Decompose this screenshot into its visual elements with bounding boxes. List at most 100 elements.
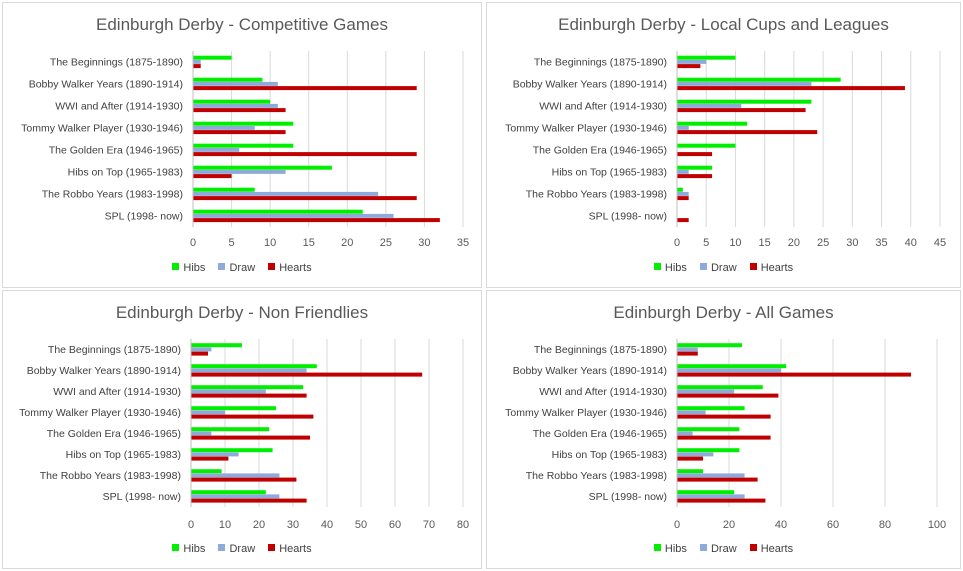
bar-hibs-2: [191, 364, 317, 369]
x-tick-label: 70: [423, 519, 435, 531]
bar-hearts-3: [193, 108, 286, 113]
chart-plot: The Beginnings (1875-1890) Bobby Walker Y…: [21, 51, 469, 249]
bar-hibs-1: [677, 55, 736, 60]
bar-draw-5: [677, 431, 693, 436]
legend-label: Hearts: [760, 262, 794, 274]
bar-hibs-6: [191, 448, 273, 453]
category-label: WWI and After (1914-1930): [55, 101, 183, 113]
category-label: Hibs on Top (1965-1983): [68, 167, 183, 179]
bar-hearts-8: [193, 218, 440, 223]
legend-swatch-draw: [699, 263, 707, 270]
bar-draw-3: [677, 389, 735, 394]
bar-hibs-7: [677, 187, 683, 192]
bar-hearts-6: [193, 174, 232, 179]
legend-swatch-hibs: [172, 544, 180, 551]
bar-draw-2: [191, 368, 307, 373]
legend-item-hibs: Hibs: [653, 543, 687, 555]
x-tick-label: 30: [287, 519, 299, 531]
x-tick-label: 20: [253, 519, 265, 531]
bar-draw-6: [191, 452, 239, 457]
bar-draw-8: [677, 494, 745, 499]
bar-draw-2: [193, 81, 278, 86]
bar-hearts-6: [677, 174, 713, 179]
x-tick-label: 5: [229, 237, 235, 249]
bar-hibs-7: [193, 187, 255, 192]
bar-hearts-4: [677, 130, 818, 135]
category-label: Tommy Walker Player (1930-1946): [505, 407, 667, 419]
legend-item-hearts: Hearts: [268, 262, 312, 274]
x-tick-label: 35: [875, 237, 887, 249]
category-label: SPL (1998- now): [589, 211, 667, 223]
bar-hearts-2: [677, 372, 911, 377]
bar-draw-5: [193, 147, 240, 152]
category-label: Hibs on Top (1965-1983): [552, 449, 667, 461]
bar-hearts-4: [193, 130, 286, 135]
bar-hibs-2: [677, 364, 787, 369]
bar-hibs-2: [677, 77, 841, 82]
bar-hearts-2: [191, 372, 423, 377]
x-tick-label: 45: [934, 237, 946, 249]
legend-swatch-hearts: [268, 263, 276, 270]
bar-hearts-8: [677, 218, 689, 223]
chart-plot: The Beginnings (1875-1890) Bobby Walker Y…: [19, 339, 469, 531]
bar-draw-1: [193, 59, 201, 64]
x-tick-label: 80: [457, 519, 469, 531]
legend-item-hearts: Hearts: [749, 543, 794, 555]
x-tick-label: 50: [355, 519, 367, 531]
chart-panel-competitive: Edinburgh Derby - Competitive Games The …: [2, 2, 482, 288]
bar-hibs-6: [193, 165, 332, 170]
bar-hearts-1: [193, 64, 201, 69]
legend-label: Hearts: [760, 543, 794, 555]
category-label: Bobby Walker Years (1890-1914): [29, 79, 183, 91]
legend-label: Draw: [710, 262, 737, 274]
category-label: The Robbo Years (1983-1998): [526, 189, 667, 201]
bar-hibs-6: [677, 165, 713, 170]
category-label: WWI and After (1914-1930): [53, 386, 181, 398]
category-label: The Golden Era (1946-1965): [533, 145, 667, 157]
bar-hibs-4: [677, 121, 748, 126]
bar-hearts-2: [193, 86, 417, 91]
legend-swatch-hibs: [172, 263, 180, 270]
bar-hearts-1: [191, 351, 208, 356]
legend-label: Draw: [710, 543, 737, 555]
category-label: WWI and After (1914-1930): [539, 386, 667, 398]
legend-label: Hibs: [183, 543, 206, 555]
legend-label: Hearts: [279, 262, 312, 274]
bar-draw-6: [677, 169, 689, 174]
bar-hearts-3: [677, 393, 779, 398]
x-tick-label: 0: [674, 237, 680, 249]
bar-hearts-4: [677, 414, 771, 419]
x-tick-label: 30: [418, 237, 430, 249]
legend-item-draw: Draw: [218, 262, 255, 274]
category-label: The Beginnings (1875-1890): [534, 344, 667, 356]
x-tick-label: 5: [703, 237, 709, 249]
x-tick-label: 15: [759, 237, 771, 249]
chart-plot: The Beginnings (1875-1890) Bobby Walker Y…: [505, 51, 946, 249]
category-label: The Golden Era (1946-1965): [533, 428, 667, 440]
x-tick-label: 0: [674, 519, 680, 531]
bar-hibs-6: [677, 448, 740, 453]
bar-draw-3: [677, 103, 742, 108]
bar-hibs-5: [191, 427, 270, 432]
legend-label: Draw: [229, 262, 256, 274]
bar-hearts-7: [677, 477, 758, 482]
category-label: The Beginnings (1875-1890): [534, 57, 667, 69]
legend-item-draw: Draw: [218, 543, 255, 555]
chart-legend: Hibs Draw Hearts: [3, 262, 481, 274]
category-label: The Beginnings (1875-1890): [48, 344, 181, 356]
bar-hibs-5: [677, 427, 740, 432]
legend-item-hearts: Hearts: [268, 543, 312, 555]
category-label: Bobby Walker Years (1890-1914): [513, 79, 667, 91]
legend-swatch-draw: [218, 544, 226, 551]
bar-draw-4: [193, 125, 255, 130]
legend-swatch-hearts: [749, 544, 757, 551]
bar-hibs-5: [193, 143, 294, 148]
chart-panel-all-games: Edinburgh Derby - All Games The Beginnin…: [486, 290, 961, 569]
x-tick-label: 10: [219, 519, 231, 531]
legend-swatch-hearts: [749, 263, 757, 270]
bar-hibs-1: [677, 343, 742, 348]
category-label: Tommy Walker Player (1930-1946): [505, 123, 667, 135]
bar-hearts-4: [191, 414, 314, 419]
bar-hibs-7: [677, 469, 703, 474]
legend-item-hibs: Hibs: [172, 543, 205, 555]
